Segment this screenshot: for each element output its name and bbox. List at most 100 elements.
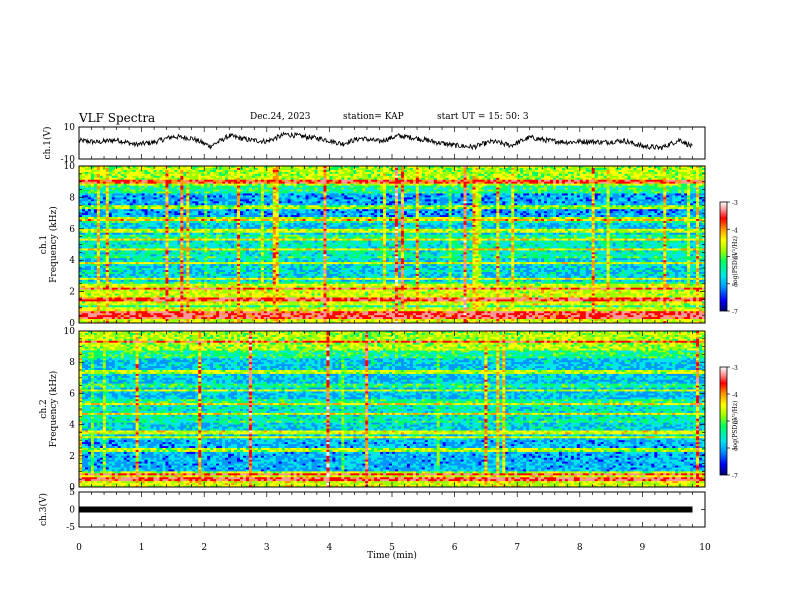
spectrogram-cell bbox=[452, 182, 455, 184]
spectrogram-cell bbox=[541, 184, 544, 186]
spectrogram-cell bbox=[562, 170, 565, 172]
spectrogram-cell bbox=[162, 192, 165, 194]
spectrogram-cell bbox=[210, 186, 213, 188]
spectrogram-cell bbox=[544, 174, 547, 176]
spectrogram-cell bbox=[475, 170, 478, 172]
spectrogram-cell bbox=[535, 178, 538, 180]
spectrogram-cell bbox=[323, 178, 326, 180]
spectrogram-cell bbox=[341, 192, 344, 194]
spectrogram-cell bbox=[458, 182, 461, 184]
spectrogram-cell bbox=[446, 176, 449, 178]
spectrogram-cell bbox=[332, 174, 335, 176]
spectrogram-cell bbox=[88, 174, 91, 176]
spectrogram-cell bbox=[234, 170, 237, 172]
spectrogram-cell bbox=[535, 168, 538, 170]
spectrogram-cell bbox=[139, 192, 142, 194]
spectrogram-cell bbox=[380, 178, 383, 180]
spectrogram-cell bbox=[645, 190, 648, 192]
spectrogram-cell bbox=[377, 172, 380, 174]
spectrogram-cell bbox=[696, 174, 699, 176]
spectrogram-cell bbox=[475, 188, 478, 190]
spectrogram-cell bbox=[353, 172, 356, 174]
spectrogram-cell bbox=[276, 180, 279, 182]
spectrogram-cell bbox=[273, 195, 276, 197]
spectrogram-cell bbox=[440, 170, 443, 172]
spectrogram-cell bbox=[461, 188, 464, 190]
spectrogram-cell bbox=[630, 180, 633, 182]
spectrogram-cell bbox=[639, 184, 642, 186]
spectrogram-cell bbox=[329, 174, 332, 176]
spectrogram-cell bbox=[461, 190, 464, 192]
spectrogram-cell bbox=[529, 186, 532, 188]
spectrogram-cell bbox=[458, 174, 461, 176]
spectrogram-cell bbox=[288, 192, 291, 194]
spectrogram-cell bbox=[142, 170, 145, 172]
spectrogram-cell bbox=[174, 190, 177, 192]
spectrogram-cell bbox=[547, 172, 550, 174]
spectrogram-cell bbox=[383, 178, 386, 180]
spectrogram-cell bbox=[189, 182, 192, 184]
spectrogram-cell bbox=[282, 193, 285, 195]
spectrogram-cell bbox=[213, 182, 216, 184]
spectrogram-cell bbox=[663, 186, 666, 188]
spectrogram-cell bbox=[425, 180, 428, 182]
spectrogram-cell bbox=[550, 182, 553, 184]
spectrogram-cell bbox=[121, 182, 124, 184]
spectrogram-cell bbox=[312, 190, 315, 192]
spectrogram-cell bbox=[82, 168, 85, 170]
spectrogram-cell bbox=[544, 168, 547, 170]
spectrogram-cell bbox=[511, 174, 514, 176]
spectrogram-cell bbox=[148, 170, 151, 172]
spectrogram-cell bbox=[490, 192, 493, 194]
spectrogram-cell bbox=[142, 182, 145, 184]
spectrogram-cell bbox=[288, 195, 291, 197]
spectrogram-cell bbox=[481, 168, 484, 170]
spectrogram-cell bbox=[478, 176, 481, 178]
spectrogram-cell bbox=[344, 192, 347, 194]
spectrogram-cell bbox=[317, 182, 320, 184]
spectrogram-cell bbox=[619, 172, 622, 174]
spectrogram-cell bbox=[484, 180, 487, 182]
spectrogram-cell bbox=[162, 168, 165, 170]
spectrogram-cell bbox=[109, 176, 112, 178]
spectrogram-cell bbox=[404, 190, 407, 192]
spectrogram-cell bbox=[261, 176, 264, 178]
spectrogram-cell bbox=[148, 180, 151, 182]
spectrogram-cell bbox=[192, 182, 195, 184]
spectrogram-cell bbox=[210, 193, 213, 195]
spectrogram-cell bbox=[335, 170, 338, 172]
spectrogram-cell bbox=[252, 172, 255, 174]
spectrogram-cell bbox=[616, 184, 619, 186]
spectrogram-cell bbox=[416, 180, 419, 182]
spectrogram-cell bbox=[687, 190, 690, 192]
spectrogram-cell bbox=[413, 184, 416, 186]
spectrogram-cell bbox=[407, 168, 410, 170]
spectrogram-cell bbox=[487, 176, 490, 178]
spectrogram-cell bbox=[300, 170, 303, 172]
spectrogram-cell bbox=[294, 174, 297, 176]
spectrogram-cell bbox=[100, 174, 103, 176]
spectrogram-cell bbox=[255, 193, 258, 195]
spectrogram-cell bbox=[696, 184, 699, 186]
spectrogram-cell bbox=[192, 174, 195, 176]
spectrogram-cell bbox=[148, 190, 151, 192]
spectrogram-cell bbox=[601, 178, 604, 180]
spectrogram-cell bbox=[628, 176, 631, 178]
spectrogram-cell bbox=[610, 182, 613, 184]
spectrogram-cell bbox=[395, 190, 398, 192]
spectrogram-cell bbox=[669, 182, 672, 184]
spectrogram-cell bbox=[282, 184, 285, 186]
spectrogram-cell bbox=[267, 174, 270, 176]
spectrogram-cell bbox=[499, 170, 502, 172]
spectrogram-cell bbox=[174, 176, 177, 178]
spectrogram-cell bbox=[261, 195, 264, 197]
spectrogram-cell bbox=[252, 193, 255, 195]
spectrogram-cell bbox=[228, 180, 231, 182]
spectrogram-cell bbox=[279, 172, 282, 174]
spectrogram-cell bbox=[633, 190, 636, 192]
spectrogram-cell bbox=[419, 193, 422, 195]
spectrogram-cell bbox=[616, 182, 619, 184]
spectrogram-cell bbox=[547, 178, 550, 180]
spectrogram-cell bbox=[610, 172, 613, 174]
spectrogram-cell bbox=[243, 192, 246, 194]
